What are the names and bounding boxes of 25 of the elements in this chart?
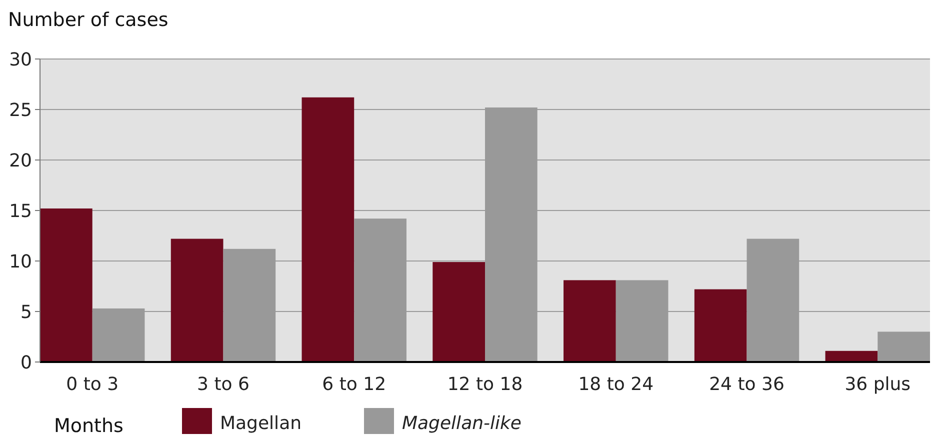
y-tick-label: 0	[20, 352, 32, 374]
x-tick-label: 6 to 12	[322, 374, 386, 395]
y-tick-label: 10	[9, 251, 32, 272]
bar	[302, 97, 354, 362]
y-tick-label: 25	[9, 100, 32, 121]
bar	[432, 262, 485, 362]
x-tick-label: 3 to 6	[197, 374, 250, 395]
y-axis-title: Number of cases	[8, 9, 168, 31]
bar	[40, 208, 92, 362]
bar	[878, 332, 930, 362]
x-tick-label: 0 to 3	[66, 374, 119, 395]
x-axis-title: Months	[54, 415, 124, 436]
legend-label: Magellan-like	[402, 413, 522, 434]
y-tick-label: 5	[20, 302, 32, 323]
y-tick-label: 15	[9, 200, 32, 222]
x-tick-label: 36 plus	[844, 374, 911, 395]
bar	[694, 289, 747, 362]
x-tick-label: 12 to 18	[447, 374, 523, 395]
x-tick-label: 18 to 24	[578, 374, 654, 395]
y-tick-label: 30	[9, 49, 32, 70]
y-tick-label: 20	[9, 150, 32, 172]
legend-label: Magellan	[220, 413, 302, 434]
x-tick-label: 24 to 36	[709, 374, 784, 395]
bar	[564, 280, 616, 362]
bar	[170, 238, 224, 362]
